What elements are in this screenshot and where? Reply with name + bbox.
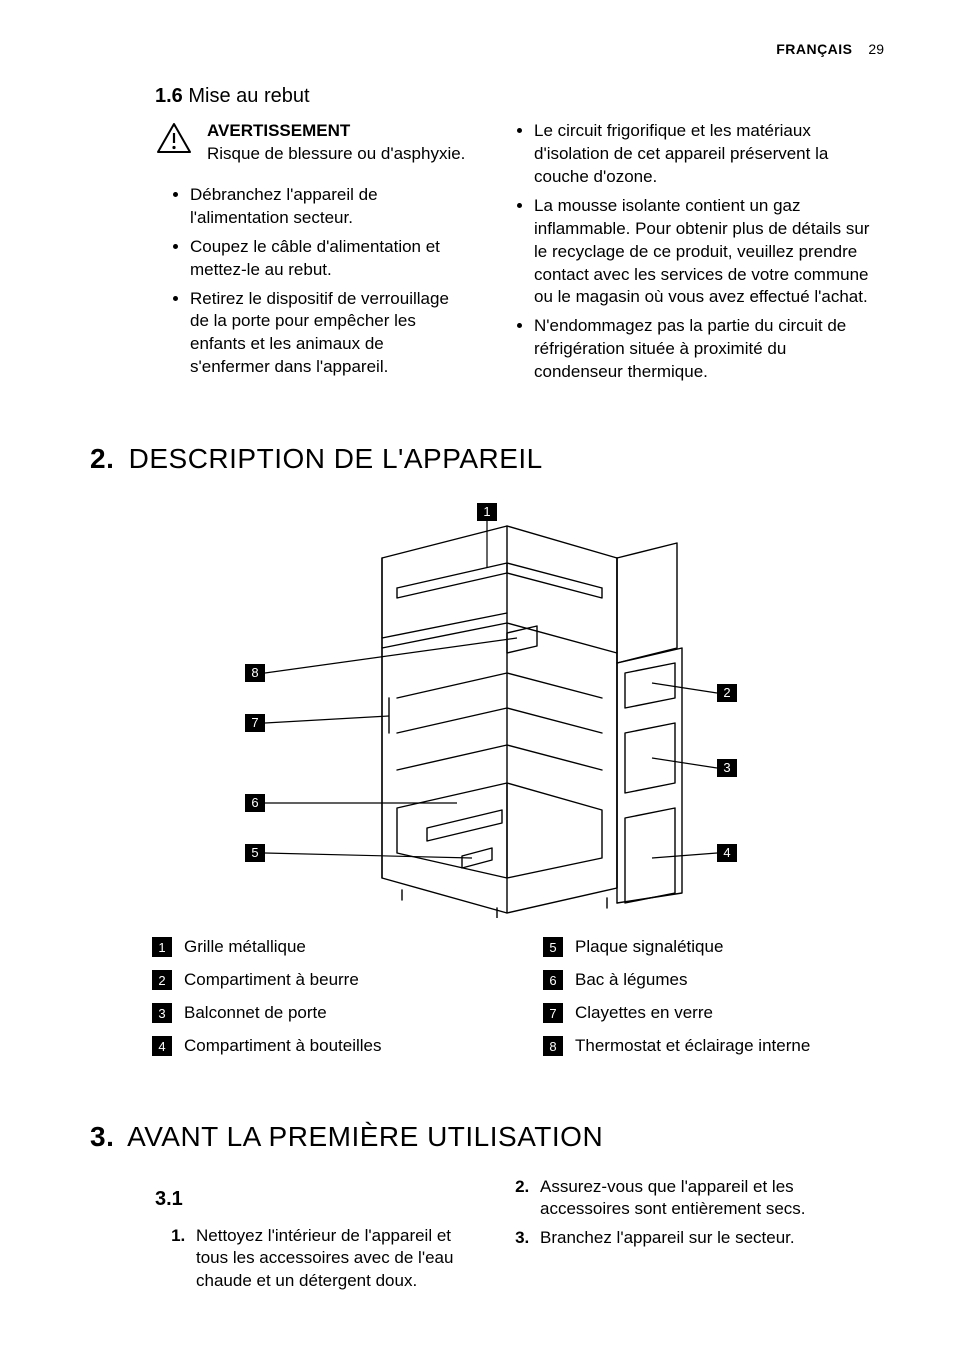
svg-text:1: 1	[483, 504, 490, 519]
svg-text:5: 5	[251, 845, 258, 860]
legend-label: Bac à légumes	[575, 969, 687, 992]
legend-col-right: 5 Plaque signalétique 6 Bac à légumes 7 Cla…	[543, 936, 884, 1068]
legend-badge: 5	[543, 937, 563, 957]
warning-body: Risque de blessure ou d'asphyxie.	[207, 143, 472, 166]
legend-item: 6 Bac à légumes	[543, 969, 884, 992]
heading-number: 3.	[90, 1121, 114, 1152]
legend-item: 1 Grille métallique	[152, 936, 493, 959]
warning-block: AVERTISSEMENT Risque de blessure ou d'as…	[155, 120, 472, 166]
heading-3: 3. AVANT LA PREMIÈRE UTILISATION	[90, 1118, 884, 1156]
appliance-diagram: 1 8 7 6 5 2 3 4	[90, 498, 884, 918]
bullet-item: Coupez le câble d'alimentation et mettez…	[190, 236, 472, 282]
page-header: FRANÇAIS 29	[90, 40, 884, 59]
section-3-columns: 3.1 Nettoyez l'intérieur de l'appareil e…	[90, 1176, 884, 1300]
column-left: 3.1 Nettoyez l'intérieur de l'appareil e…	[90, 1176, 472, 1300]
heading-number: 2.	[90, 443, 114, 474]
bullets-left: Débranchez l'appareil de l'alimentation …	[190, 184, 472, 380]
header-page-number: 29	[868, 41, 884, 57]
legend-item: 8 Thermostat et éclairage interne	[543, 1035, 884, 1058]
legend-item: 5 Plaque signalétique	[543, 936, 884, 959]
legend-col-left: 1 Grille métallique 2 Compartiment à beurr…	[152, 936, 493, 1068]
legend-item: 7 Clayettes en verre	[543, 1002, 884, 1025]
bullet-item: Retirez le dispositif de verrouillage de…	[190, 288, 472, 380]
svg-text:4: 4	[723, 845, 730, 860]
legend-label: Clayettes en verre	[575, 1002, 713, 1025]
svg-text:8: 8	[251, 665, 258, 680]
subheading-number: 3.1	[155, 1188, 183, 1210]
legend-label: Compartiment à bouteilles	[184, 1035, 381, 1058]
svg-text:3: 3	[723, 760, 730, 775]
legend-label: Thermostat et éclairage interne	[575, 1035, 810, 1058]
step-item: Branchez l'appareil sur le secteur.	[534, 1227, 884, 1250]
heading-text: Mise au rebut	[188, 85, 309, 107]
legend-label: Balconnet de porte	[184, 1002, 327, 1025]
heading-2: 2. DESCRIPTION DE L'APPAREIL	[90, 440, 884, 478]
legend-item: 2 Compartiment à beurre	[152, 969, 493, 992]
legend-badge: 6	[543, 970, 563, 990]
legend-label: Compartiment à beurre	[184, 969, 359, 992]
svg-text:6: 6	[251, 795, 258, 810]
step-item: Nettoyez l'intérieur de l'appareil et to…	[190, 1225, 472, 1294]
steps-left: Nettoyez l'intérieur de l'appareil et to…	[190, 1225, 472, 1294]
section-1-6-columns: AVERTISSEMENT Risque de blessure ou d'as…	[90, 120, 884, 390]
column-left: AVERTISSEMENT Risque de blessure ou d'as…	[90, 120, 472, 390]
bullets-right: Le circuit frigorifique et les matériaux…	[534, 120, 884, 384]
heading-number: 1.6	[155, 85, 183, 107]
legend-label: Plaque signalétique	[575, 936, 723, 959]
steps-right: Assurez-vous que l'appareil et les acces…	[534, 1176, 884, 1251]
legend-badge: 7	[543, 1003, 563, 1023]
heading-3-1: 3.1	[155, 1186, 472, 1213]
heading-text: AVANT LA PREMIÈRE UTILISATION	[127, 1121, 603, 1152]
legend-badge: 1	[152, 937, 172, 957]
column-right: Assurez-vous que l'appareil et les acces…	[502, 1176, 884, 1300]
warning-icon	[155, 120, 193, 166]
legend-item: 4 Compartiment à bouteilles	[152, 1035, 493, 1058]
legend-badge: 2	[152, 970, 172, 990]
step-item: Assurez-vous que l'appareil et les acces…	[534, 1176, 884, 1222]
legend-badge: 3	[152, 1003, 172, 1023]
legend-badge: 8	[543, 1036, 563, 1056]
bullet-item: La mousse isolante contient un gaz infla…	[534, 195, 884, 310]
column-right: Le circuit frigorifique et les matériaux…	[502, 120, 884, 390]
bullet-item: Le circuit frigorifique et les matériaux…	[534, 120, 884, 189]
diagram-legend: 1 Grille métallique 2 Compartiment à beurr…	[152, 936, 884, 1068]
bullet-item: Débranchez l'appareil de l'alimentation …	[190, 184, 472, 230]
svg-text:7: 7	[251, 715, 258, 730]
warning-text: AVERTISSEMENT Risque de blessure ou d'as…	[207, 120, 472, 166]
legend-badge: 4	[152, 1036, 172, 1056]
bullet-item: N'endommagez pas la partie du circuit de…	[534, 315, 884, 384]
warning-title: AVERTISSEMENT	[207, 120, 472, 143]
header-language: FRANÇAIS	[776, 41, 852, 57]
heading-1-6: 1.6 Mise au rebut	[155, 83, 884, 110]
svg-text:2: 2	[723, 685, 730, 700]
legend-label: Grille métallique	[184, 936, 306, 959]
legend-item: 3 Balconnet de porte	[152, 1002, 493, 1025]
heading-text: DESCRIPTION DE L'APPAREIL	[129, 443, 543, 474]
